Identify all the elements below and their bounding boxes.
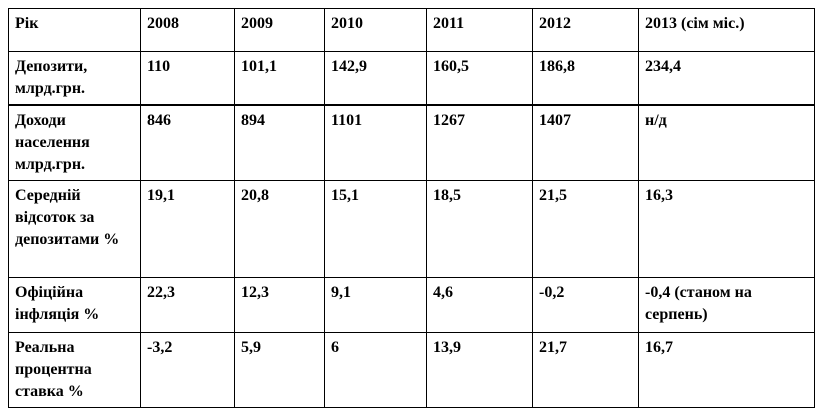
cell-value: 19,1	[140, 180, 235, 278]
table-row-income: Доходи населення млрд.грн. 846 894 1101 …	[8, 104, 815, 181]
cell-value: н/д	[638, 104, 815, 181]
cell-value: 1101	[324, 104, 427, 181]
cell-value: -0,2	[532, 277, 639, 333]
cell-value: 13,9	[426, 332, 533, 408]
cell-value: 234,4	[638, 51, 815, 106]
table-row-deposits: Депозити, млрд.грн. 110 101,1 142,9 160,…	[8, 51, 815, 106]
cell-value: 16,7	[638, 332, 815, 408]
cell-value: 20,8	[234, 180, 325, 278]
header-cell-2010: 2010	[324, 8, 427, 52]
row-label: Офіційна інфляція %	[8, 277, 141, 333]
cell-value: 142,9	[324, 51, 427, 106]
cell-value: 21,5	[532, 180, 639, 278]
cell-value: 12,3	[234, 277, 325, 333]
cell-value: 9,1	[324, 277, 427, 333]
statistics-table: Рік 2008 2009 2010 2011 2012 2013 (сім м…	[8, 8, 815, 408]
cell-value: 21,7	[532, 332, 639, 408]
header-cell-year: Рік	[8, 8, 141, 52]
cell-value: 5,9	[234, 332, 325, 408]
cell-value: 110	[140, 51, 235, 106]
cell-value: 4,6	[426, 277, 533, 333]
cell-value: 22,3	[140, 277, 235, 333]
cell-value: 160,5	[426, 51, 533, 106]
row-label: Середній відсоток за депозитами %	[8, 180, 141, 278]
cell-value: 18,5	[426, 180, 533, 278]
cell-value: -3,2	[140, 332, 235, 408]
header-cell-2009: 2009	[234, 8, 325, 52]
cell-value: 846	[140, 104, 235, 181]
document-page: Рік 2008 2009 2010 2011 2012 2013 (сім м…	[8, 8, 815, 408]
row-label: Депозити, млрд.грн.	[8, 51, 141, 106]
table-row-official-inflation: Офіційна інфляція % 22,3 12,3 9,1 4,6 -0…	[8, 277, 815, 333]
table-row-average-deposit-rate: Середній відсоток за депозитами % 19,1 2…	[8, 180, 815, 278]
cell-value: 15,1	[324, 180, 427, 278]
header-cell-2013: 2013 (сім міс.)	[638, 8, 815, 52]
row-label: Реальна процентна ставка %	[8, 332, 141, 408]
header-cell-2012: 2012	[532, 8, 639, 52]
header-cell-2011: 2011	[426, 8, 533, 52]
cell-value: 186,8	[532, 51, 639, 106]
cell-value: 16,3	[638, 180, 815, 278]
cell-value: 6	[324, 332, 427, 408]
table-header-row: Рік 2008 2009 2010 2011 2012 2013 (сім м…	[8, 8, 815, 52]
cell-value: 1407	[532, 104, 639, 181]
header-cell-2008: 2008	[140, 8, 235, 52]
table-row-real-interest-rate: Реальна процентна ставка % -3,2 5,9 6 13…	[8, 332, 815, 408]
cell-value: 101,1	[234, 51, 325, 106]
cell-value: 894	[234, 104, 325, 181]
cell-value: -0,4 (станом на серпень)	[638, 277, 815, 333]
cell-value: 1267	[426, 104, 533, 181]
row-label: Доходи населення млрд.грн.	[8, 104, 141, 181]
